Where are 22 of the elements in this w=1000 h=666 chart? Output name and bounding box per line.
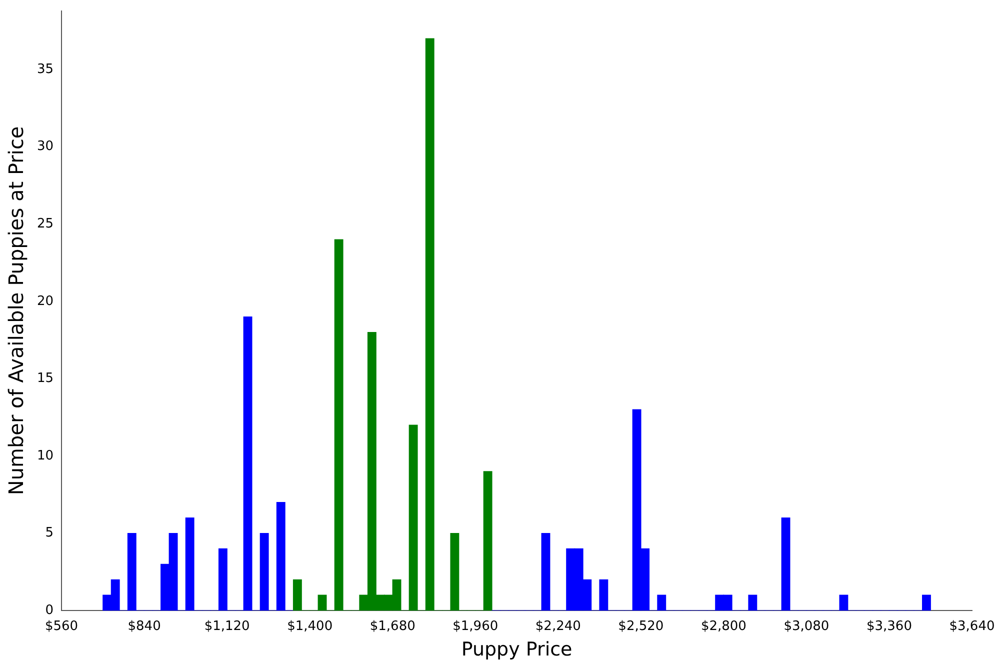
x-tick-label: $1,120	[204, 618, 250, 634]
y-tick-label: 5	[45, 526, 54, 541]
x-tick-label: $2,240	[535, 618, 581, 634]
y-tick-label: 25	[36, 216, 54, 232]
x-tick-label: $1,960	[452, 618, 498, 634]
y-tick-label: 20	[36, 294, 54, 309]
x-tick-label: $3,640	[949, 618, 995, 634]
x-tick-label: $840	[128, 618, 161, 634]
y-tick-label: 0	[45, 602, 54, 618]
x-tick-label: $2,520	[618, 618, 664, 634]
x-tick-label: $3,360	[866, 618, 912, 634]
x-tick-label: $1,680	[370, 618, 416, 634]
y-tick-label: 30	[36, 139, 54, 154]
y-tick-label: 35	[36, 62, 54, 77]
x-axis-title: Puppy Price	[461, 638, 572, 661]
x-tick-label: $3,080	[784, 618, 830, 634]
x-tick-label: $560	[44, 618, 78, 634]
x-tick-label: $1,400	[287, 618, 333, 634]
y-axis-title: Number of Available Puppies at Price	[4, 126, 28, 496]
y-tick-label: 15	[36, 371, 54, 386]
y-tick-label: 10	[36, 448, 54, 464]
x-tick-label: $2,800	[700, 618, 746, 634]
